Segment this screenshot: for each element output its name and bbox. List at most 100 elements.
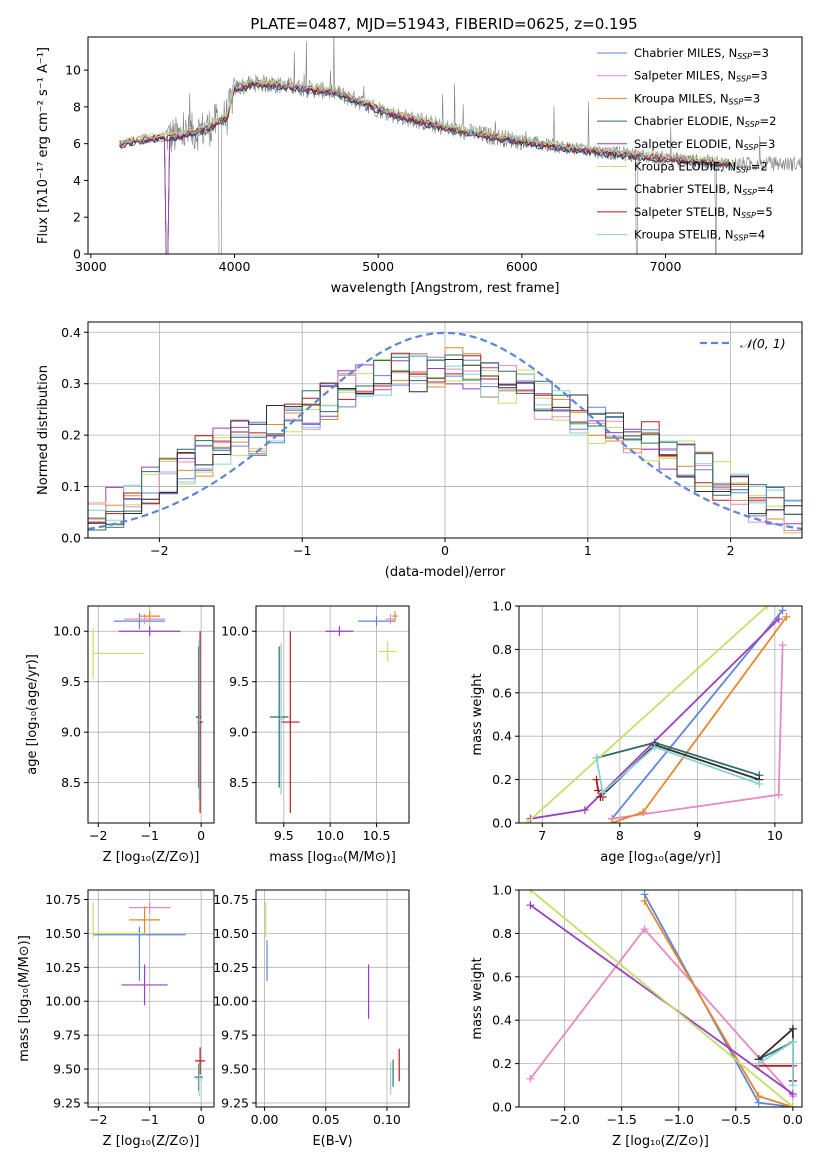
legend-entry: Salpeter STELIB, NSSP=5 — [634, 205, 773, 220]
mass-weight-marker — [639, 808, 648, 817]
mass-weight-line — [596, 741, 760, 777]
y-tick-label: 10.25 — [213, 960, 249, 975]
y-tick-label: 0.4 — [492, 729, 512, 744]
x-tick-label: −2.0 — [549, 1112, 579, 1127]
axes-frame — [87, 36, 803, 255]
mass-weight-marker — [788, 1037, 797, 1046]
x-tick-label: 0 — [197, 828, 205, 843]
y-tick-label: 10.00 — [213, 994, 249, 1009]
errorbar-point — [121, 964, 168, 1006]
mass-weight-line — [526, 606, 768, 823]
legend-entry: Salpeter MILES, NSSP=3 — [634, 69, 768, 84]
y-tick-label: 0.0 — [492, 816, 512, 831]
spectrum-model-line — [119, 77, 731, 165]
y-tick-label: 0.4 — [492, 1013, 512, 1028]
axes-frame — [87, 605, 215, 824]
y-axis-label: mass [log₁₀(M/M⊙)] — [17, 935, 32, 1062]
x-axis-label: wavelength [Angstrom, rest frame] — [331, 281, 560, 296]
y-tick-label: 10.75 — [45, 892, 81, 907]
x-axis-label: (data-model)/error — [385, 565, 506, 580]
mass-weight-marker — [592, 775, 601, 784]
x-tick-label: −1.0 — [664, 1112, 694, 1127]
mass-weight-marker — [594, 786, 603, 795]
legend-entry: Chabrier MILES, NSSP=3 — [634, 46, 769, 61]
x-axis-label: Z [log₁₀(Z/Z⊙)] — [612, 1134, 709, 1149]
y-tick-label: 9.0 — [229, 725, 249, 740]
errorbar-point — [358, 616, 396, 627]
mass-weight-line — [529, 890, 794, 1107]
x-tick-label: −1 — [293, 543, 311, 558]
legend-entry-normal: 𝒩(0, 1) — [740, 336, 786, 351]
mass-weight-marker — [754, 1092, 763, 1101]
x-tick-label: 0 — [197, 1112, 205, 1127]
histogram-step — [88, 359, 802, 525]
y-tick-label: 0.1 — [61, 479, 81, 494]
normal-curve — [88, 331, 802, 531]
mass-weight-marker — [774, 790, 783, 799]
y-tick-label: 0.3 — [61, 376, 81, 391]
errorbar-point — [118, 626, 181, 637]
errorbar-point — [139, 611, 160, 622]
x-tick-label: 6000 — [506, 259, 538, 274]
spectrum-model-line — [119, 78, 731, 165]
axes-frame — [518, 889, 803, 1108]
x-tick-label: 1 — [584, 543, 592, 558]
x-tick-label: 10 — [767, 828, 783, 843]
spectrum-model-line — [119, 81, 731, 169]
x-tick-label: 7000 — [650, 259, 682, 274]
x-tick-label: 4000 — [219, 259, 251, 274]
mass-weight-marker — [778, 606, 787, 615]
figure-title: PLATE=0487, MJD=51943, FIBERID=0625, z=0… — [250, 15, 637, 33]
chart-weight_vs_Z: −2.0 −1.5 −1.0 −0.5 0.0 0.0 0.2 0.4 0.6 0.8 1.0 Z [… — [470, 883, 803, 1150]
y-tick-label: 0.6 — [492, 685, 512, 700]
mass-weight-marker — [650, 743, 659, 752]
x-tick-label: −1 — [140, 1112, 158, 1127]
axes-frame — [87, 889, 215, 1108]
chart-age_vs_Z: −2 −1 0 8.5 9.0 9.5 10.0 Z [log₁₀(Z/Z⊙)] age [lo… — [25, 605, 215, 865]
mass-weight-marker — [640, 925, 649, 934]
x-axis-label: age [log₁₀(age/yr)] — [600, 850, 721, 865]
x-tick-label: 10.5 — [363, 828, 391, 843]
mass-weight-line — [530, 618, 780, 820]
x-tick-label: 8 — [616, 828, 624, 843]
errorbar-point — [113, 613, 166, 630]
y-tick-label: 9.25 — [221, 1095, 249, 1110]
mass-weight-marker — [526, 890, 535, 894]
x-tick-label: −1 — [140, 828, 158, 843]
y-tick-label: 10.50 — [213, 926, 249, 941]
x-axis-label: E(B-V) — [312, 1134, 352, 1149]
mass-weight-marker — [580, 805, 589, 814]
mass-weight-line — [611, 616, 788, 823]
mass-weight-marker — [788, 1024, 797, 1033]
legend-entry: Chabrier ELODIE, NSSP=2 — [634, 114, 776, 129]
mass-weight-marker — [522, 819, 531, 823]
chart-spectrum: 3000 4000 5000 6000 7000 0 2 4 6 8 10 wavelength [A… — [36, 36, 803, 296]
axes-frame — [518, 605, 803, 824]
y-tick-label: 0.0 — [61, 531, 81, 546]
legend-entry: Kroupa STELIB, NSSP=4 — [634, 228, 765, 243]
axes-frame — [255, 605, 410, 824]
mass-weight-marker — [526, 1074, 535, 1083]
chart-residuals: −2 −1 0 1 2 0.0 0.1 0.2 0.3 0.4 (data-model)/error… — [36, 321, 803, 580]
legend-entry: Chabrier STELIB, NSSP=4 — [634, 182, 774, 197]
mass-weight-marker — [526, 901, 535, 910]
errorbar-point — [269, 646, 289, 788]
y-tick-label: 0.4 — [61, 325, 81, 340]
y-tick-label: 0.2 — [61, 428, 81, 443]
y-axis-label: age [log₁₀(age/yr)] — [25, 654, 40, 775]
mass-weight-line — [529, 927, 794, 1097]
y-tick-label: 1.0 — [492, 883, 512, 898]
x-tick-label: −0.5 — [721, 1112, 751, 1127]
y-tick-label: 6 — [73, 136, 81, 151]
x-tick-label: 5000 — [362, 259, 394, 274]
y-tick-label: 9.50 — [53, 1062, 81, 1077]
x-tick-label: 2 — [727, 543, 735, 558]
y-tick-label: 8.5 — [61, 775, 81, 790]
y-tick-label: 10.0 — [53, 624, 81, 639]
x-tick-label: 7 — [538, 828, 546, 843]
y-axis-label: Flux [fλ10⁻¹⁷ erg cm⁻² s⁻¹ A⁻¹] — [36, 47, 51, 244]
errorbar-point — [129, 902, 171, 914]
x-tick-label: 9 — [693, 828, 701, 843]
mass-weight-marker — [754, 1059, 763, 1068]
